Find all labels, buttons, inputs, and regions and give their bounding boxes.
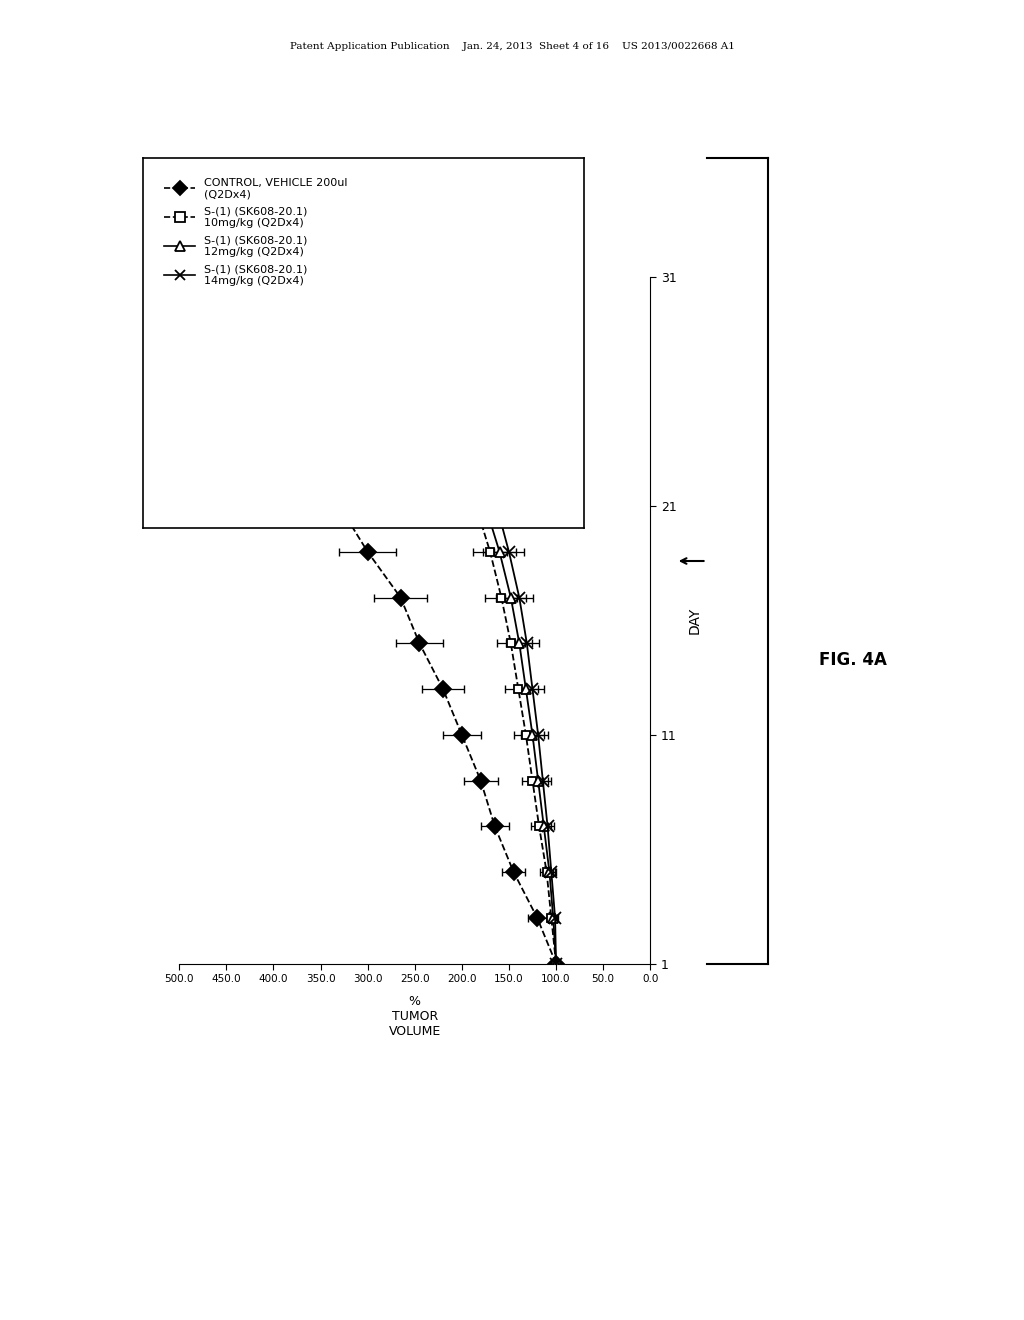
Text: Patent Application Publication    Jan. 24, 2013  Sheet 4 of 16    US 2013/002266: Patent Application Publication Jan. 24, …: [290, 42, 734, 51]
X-axis label: %
TUMOR
VOLUME: % TUMOR VOLUME: [388, 995, 441, 1038]
Y-axis label: DAY: DAY: [687, 607, 701, 634]
Text: FIG. 4A: FIG. 4A: [819, 651, 887, 669]
Legend: CONTROL, VEHICLE 200ul
(Q2Dx4), S-(1) (SK608-20.1)
10mg/kg (Q2Dx4), S-(1) (SK608: CONTROL, VEHICLE 200ul (Q2Dx4), S-(1) (S…: [158, 172, 354, 293]
